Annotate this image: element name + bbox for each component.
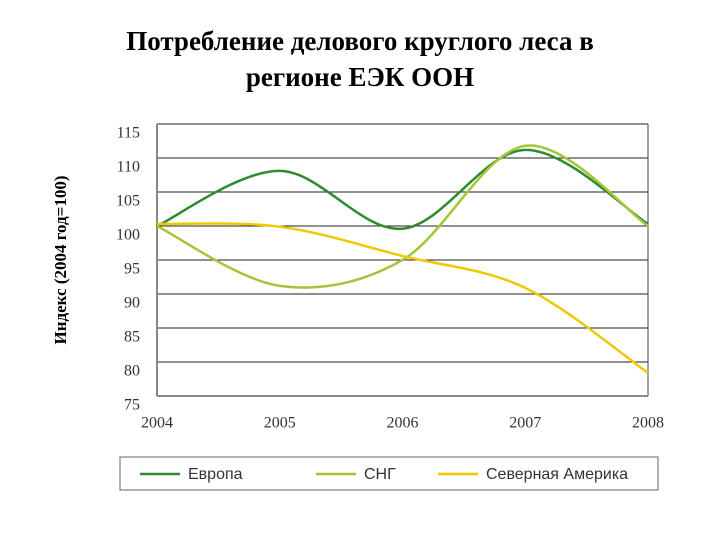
data-line [156,148,649,230]
chart-title: Потребление делового круглого леса в [126,26,594,56]
legend-label: СНГ [364,466,396,483]
data-line [156,222,649,374]
chart-title: регионе ЕЭК ООН [246,62,474,92]
x-tick-label: 2007 [509,415,541,432]
x-tick-label: 2008 [632,415,664,432]
y-tick-label: 110 [117,159,140,176]
y-tick-label: 80 [124,363,140,380]
y-tick-label: 75 [124,397,140,414]
x-tick-label: 2006 [387,415,419,432]
legend-box [119,456,659,491]
y-tick-label: 95 [124,261,140,278]
legend-label: Северная Америка [486,466,628,483]
y-tick-label: 90 [124,295,140,312]
y-tick-label: 100 [116,227,140,244]
x-tick-label: 2004 [141,415,173,432]
y-tick-label: 85 [124,329,140,346]
x-tick-label: 2005 [264,415,296,432]
legend-label: Европа [188,466,243,483]
y-tick-label: 105 [116,193,140,210]
y-tick-label: 115 [117,125,140,142]
y-axis-label: Индекс (2004 год=100) [51,176,70,345]
